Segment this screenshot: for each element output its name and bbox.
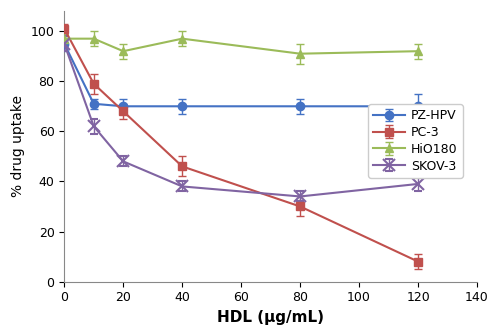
X-axis label: HDL (μg/mL): HDL (μg/mL) bbox=[217, 310, 324, 325]
Legend: PZ-HPV, PC-3, HiO180, SKOV-3: PZ-HPV, PC-3, HiO180, SKOV-3 bbox=[368, 104, 462, 178]
Y-axis label: % drug uptake: % drug uptake bbox=[11, 95, 25, 197]
